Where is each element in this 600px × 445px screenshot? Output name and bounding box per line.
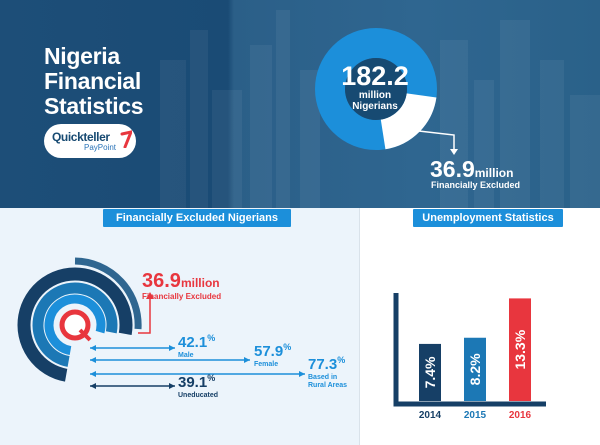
stat-male-value: 42.1: [178, 334, 208, 351]
stat-arrow-icon-2-1: [299, 371, 305, 377]
logo-brand-text: Quickteller: [52, 130, 110, 144]
population-label: Nigerians: [352, 101, 398, 112]
header-banner: Nigeria Financial Statistics Quickteller…: [0, 0, 600, 208]
title-line-2: Financial: [44, 68, 141, 94]
headline-arrow-icon: [146, 292, 154, 299]
stat-rural-label-line-2: Rural Areas: [308, 382, 348, 389]
quickteller-logo: Quickteller PayPoint: [44, 124, 136, 158]
stat-rural: 77.3% Based in Rural Areas: [308, 355, 348, 390]
stat-uneducated: 39.1% Uneducated: [178, 373, 219, 400]
city-skyline-background: [160, 10, 600, 208]
headline-label: Financially Excluded: [142, 292, 222, 301]
ring-female: [44, 294, 106, 356]
excluded-infographic: [17, 257, 305, 389]
bar-2016: [509, 298, 531, 401]
x-tick-label-2014: 2014: [418, 410, 442, 421]
stat-arrow-icon-1-1: [244, 357, 250, 363]
stat-arrow-icon-0-1: [169, 345, 175, 351]
stat-rural-unit: %: [337, 355, 346, 365]
donut-center: [345, 58, 407, 120]
excluded-value: 36.9million: [430, 156, 513, 183]
bar-value-label-2016: 13.3%: [512, 329, 528, 369]
stat-rural-label-line-1: Based in: [308, 374, 338, 381]
stat-female-label: Female: [254, 361, 279, 368]
callout-arrow-icon: [450, 149, 458, 155]
x-tick-label-2015: 2015: [463, 410, 487, 421]
stat-arrow-icon-1-0: [90, 357, 96, 363]
excluded-label: Financially Excluded: [431, 180, 521, 190]
stat-uneducated-unit: %: [207, 373, 216, 383]
stat-arrow-icon-3-0: [90, 383, 96, 389]
callout-line: [409, 129, 455, 150]
stat-rural-value: 77.3: [308, 356, 338, 373]
headline-value: 36.9: [142, 270, 181, 292]
excluded-unit: million: [474, 166, 514, 180]
page-title: Nigeria Financial Statistics: [44, 43, 144, 119]
stat-arrow-icon-0-0: [90, 345, 96, 351]
stat-uneducated-label: Uneducated: [178, 392, 219, 399]
donut-slice-excluded: [315, 27, 437, 150]
donut-slice-nigerians: [315, 28, 437, 150]
x-tick-label-2016: 2016: [508, 410, 532, 421]
bar-value-label-2014: 7.4%: [422, 356, 438, 388]
stat-arrow-icon-3-1: [169, 383, 175, 389]
stat-female-unit: %: [283, 342, 292, 352]
chart-axis-frame: [393, 293, 546, 407]
excluded-section-title: Financially Excluded Nigerians: [103, 209, 291, 227]
stat-female-value: 57.9: [254, 343, 284, 360]
stat-uneducated-value: 39.1: [178, 374, 208, 391]
quickteller-mark-icon: [120, 130, 132, 148]
ring-outer-arc: [74, 257, 142, 330]
unemployment-section-title: Unemployment Statistics: [413, 209, 563, 227]
stat-female: 57.9% Female: [254, 342, 292, 369]
population-value: 182.2: [341, 61, 409, 91]
logo-sub-text: PayPoint: [84, 143, 117, 152]
bar-2014: [419, 343, 441, 401]
headline-connector: [138, 298, 151, 334]
stat-male: 42.1% Male: [178, 333, 216, 360]
headline-stat: 36.9million Financially Excluded: [142, 270, 221, 301]
population-unit: million: [358, 90, 392, 101]
unemployment-bar-chart: 7.4% 8.2% 13.3%: [393, 293, 546, 407]
title-line-3: Statistics: [44, 93, 144, 119]
stat-arrow-icon-2-0: [90, 371, 96, 377]
title-line-1: Nigeria: [44, 43, 120, 69]
ring-uneducated: [17, 267, 133, 383]
bar-2015: [464, 337, 486, 401]
ring-center-tail: [78, 328, 92, 342]
stat-male-unit: %: [207, 333, 216, 343]
stat-male-label: Male: [178, 352, 194, 359]
excluded-number: 36.9: [430, 156, 475, 182]
population-donut-chart: [315, 27, 458, 155]
bar-value-label-2015: 8.2%: [467, 353, 483, 385]
headline-unit: million: [180, 276, 220, 290]
